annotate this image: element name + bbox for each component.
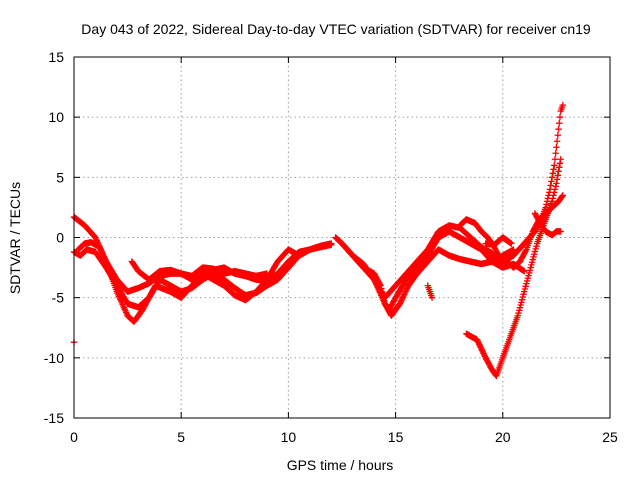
data-point — [493, 249, 501, 256]
y-tick-label: 15 — [48, 49, 64, 65]
data-point — [554, 172, 562, 179]
data-point — [545, 192, 552, 199]
data-point — [552, 150, 559, 157]
data-point — [557, 228, 564, 235]
data-point — [508, 240, 515, 247]
data-point — [546, 186, 554, 193]
data-point — [554, 132, 562, 139]
data-point — [493, 248, 500, 255]
series-track-d — [128, 258, 271, 283]
y-tick-label: -5 — [52, 290, 65, 306]
y-tick-label: -15 — [44, 410, 64, 426]
y-tick-label: 10 — [48, 109, 64, 125]
data-point — [553, 144, 560, 151]
data-point — [549, 170, 557, 177]
x-tick-label: 10 — [281, 429, 297, 445]
data-point — [555, 168, 562, 175]
data-point — [556, 164, 563, 171]
data-point — [556, 119, 563, 127]
chart-title: Day 043 of 2022, Sidereal Day-to-day VTE… — [81, 21, 591, 37]
data-point — [558, 193, 566, 200]
x-tick-label: 15 — [388, 429, 404, 445]
x-tick-label: 5 — [177, 429, 185, 445]
series-track-k — [482, 234, 515, 248]
data-point — [547, 182, 554, 189]
data-point — [555, 126, 562, 133]
data-point — [543, 201, 550, 208]
data-point — [553, 138, 561, 145]
data-point — [521, 267, 528, 275]
data-point — [543, 198, 551, 205]
y-tick-label: -10 — [44, 350, 64, 366]
data-point — [557, 156, 564, 163]
data-point — [556, 113, 564, 121]
data-point — [428, 294, 436, 301]
x-tick-label: 0 — [70, 429, 78, 445]
data-point — [548, 178, 555, 185]
data-point — [551, 156, 559, 163]
data-point — [328, 240, 335, 247]
data-point — [522, 247, 529, 255]
series-track-l — [531, 210, 564, 239]
data-point — [559, 192, 567, 199]
y-tick-label: 5 — [56, 169, 64, 185]
series-track-m — [424, 282, 436, 301]
x-tick-label: 20 — [495, 429, 511, 445]
data-point — [492, 246, 499, 254]
series-track-i — [463, 156, 564, 380]
data-point — [553, 180, 560, 187]
data-point — [559, 101, 567, 109]
data-point — [542, 204, 549, 211]
data-point — [544, 195, 552, 202]
y-axis-label: SDTVAR / TECUs — [7, 182, 23, 294]
data-point — [548, 174, 556, 181]
data-point — [550, 166, 557, 173]
data-point — [553, 176, 561, 183]
y-tick-label: 0 — [56, 230, 64, 246]
data-point — [263, 270, 271, 277]
data-point — [556, 160, 564, 167]
data-points — [70, 101, 567, 380]
data-point — [552, 183, 559, 190]
x-axis-label: GPS time / hours — [287, 457, 394, 473]
axis-ticks: 0 5 10 15 20 25 -15 -10 -5 0 5 10 15 — [44, 49, 618, 445]
data-point — [546, 189, 553, 196]
data-point — [551, 162, 558, 169]
x-tick-label: 25 — [602, 429, 618, 445]
